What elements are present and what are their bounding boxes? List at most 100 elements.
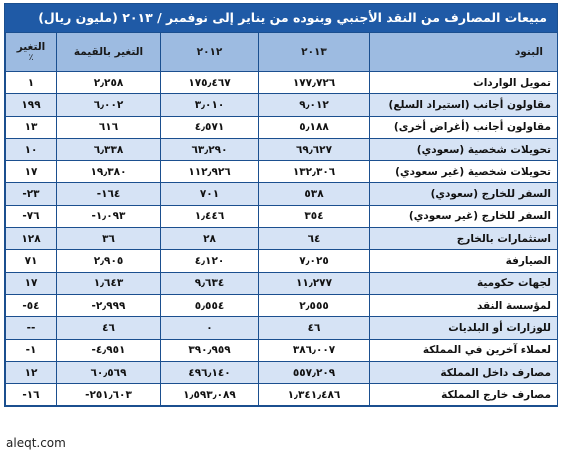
row-item-label: تحويلات شخصية (سعودي) [369,137,558,162]
table-header-row: البنود ٢٠١٣ ٢٠١٢ التغير بالقيمة التغير ٪ [5,32,558,72]
row-item-label: مصارف داخل المملكة [369,360,558,385]
table-row: مصارف داخل المملكة ٥٥٧٫٢٠٩ ٤٩٦٫١٤٠ ٦٠٫٥٦٩ ١٢ [5,360,558,385]
cell-change-pct: ١٧ [5,271,57,295]
watermark: aleqt.com [6,436,66,450]
row-item-label: لمؤسسة النقد [369,293,558,318]
cell-change-value: ٦١٦ [56,115,161,139]
cell-change-value: ٦٠٫٥٦٩ [56,360,161,385]
row-item-label: لعملاء آخرين في المملكة [369,338,558,362]
cell-2012: ٢٨ [160,227,259,251]
cell-2013: ٥٫١٨٨ [258,115,370,139]
table-body: تمويل الواردات ١٧٧٫٧٢٦ ١٧٥٫٤٦٧ ٢٫٢٥٨ ١ مقاولو… [5,70,558,407]
table-row: للوزارات أو البلديات ٤٦ ٠ ٤٦ -- [5,316,558,340]
table-row: تحويلات شخصية (غير سعودي) ١٣٢٫٣٠٦ ١١٢٫٩٢٦ ١… [5,160,558,184]
cell-change-value: ٢٫٩٠٥ [56,249,161,273]
cell-change-pct: -٢٣ [5,182,57,206]
row-item-label: السفر للخارج (غير سعودي) [369,204,558,229]
cell-change-value: -٤٫٩٥١ [56,338,161,362]
header-change-pct-label: التغير [16,41,46,53]
cell-2012: ١٫٥٩٣٫٠٨٩ [160,383,259,407]
cell-change-value: -١٦٤ [56,182,161,206]
cell-change-value: ٢٫٢٥٨ [56,70,161,95]
row-item-label: السفر للخارج (سعودي) [369,182,558,206]
table-row: مقاولون أجانب (أغراض أخرى) ٥٫١٨٨ ٤٫٥٧١ ٦١٦ ١… [5,115,558,139]
cell-2012: ٠ [160,316,259,340]
cell-change-pct: ١٢ [5,360,57,385]
cell-2013: ٢٫٥٥٥ [258,293,370,318]
row-item-label: مقاولون أجانب (استيراد السلع) [369,93,558,117]
cell-change-value: -٢٥١٫٦٠٣ [56,383,161,407]
table-row: تمويل الواردات ١٧٧٫٧٢٦ ١٧٥٫٤٦٧ ٢٫٢٥٨ ١ [5,70,558,95]
cell-2012: ٦٣٫٢٩٠ [160,137,259,162]
cell-change-value: -٢٫٩٩٩ [56,293,161,318]
row-item-label: مقاولون أجانب (أغراض أخرى) [369,115,558,139]
cell-2012: ٤٫٥٧١ [160,115,259,139]
cell-2012: ٤٩٦٫١٤٠ [160,360,259,385]
cell-change-value: ١٩٫٣٨٠ [56,160,161,184]
header-change-pct: التغير ٪ [5,32,57,72]
cell-change-value: ١٫٦٤٣ [56,271,161,295]
cell-change-pct: ٧١ [5,249,57,273]
cell-change-value: -١٫٠٩٣ [56,204,161,229]
table-row: مقاولون أجانب (استيراد السلع) ٩٫٠١٢ ٣٫٠١٠ ٦… [5,93,558,117]
cell-2013: ٧٫٠٢٥ [258,249,370,273]
table-row: تحويلات شخصية (سعودي) ٦٩٫٦٢٧ ٦٣٫٢٩٠ ٦٫٣٣٨ ١٠ [5,137,558,162]
cell-2013: ٩٫٠١٢ [258,93,370,117]
cell-2012: ١١٢٫٩٢٦ [160,160,259,184]
row-item-label: للوزارات أو البلديات [369,316,558,340]
table-row: لجهات حكومية ١١٫٢٧٧ ٩٫٦٣٤ ١٫٦٤٣ ١٧ [5,271,558,295]
header-item: البنود [369,32,558,72]
table-title: مبيعات المصارف من النقد الأجنبي وبنوده م… [5,4,557,32]
cell-2013: ١٣٢٫٣٠٦ [258,160,370,184]
cell-change-pct: -١٦ [5,383,57,407]
cell-change-pct: ١٧ [5,160,57,184]
cell-2013: ١١٫٢٧٧ [258,271,370,295]
cell-change-pct: ١ [5,70,57,95]
cell-change-pct: ١٢٨ [5,227,57,251]
cell-change-value: ٤٦ [56,316,161,340]
table-row: استثمارات بالخارج ٦٤ ٢٨ ٣٦ ١٢٨ [5,227,558,251]
header-2012: ٢٠١٢ [160,32,259,72]
cell-2013: ٥٥٧٫٢٠٩ [258,360,370,385]
cell-change-pct: -٥٤ [5,293,57,318]
row-item-label: لجهات حكومية [369,271,558,295]
cell-2013: ١٫٣٤١٫٤٨٦ [258,383,370,407]
cell-change-pct: -٧٦ [5,204,57,229]
row-item-label: مصارف خارج المملكة [369,383,558,407]
cell-2012: ٣٩٠٫٩٥٩ [160,338,259,362]
cell-2012: ١٧٥٫٤٦٧ [160,70,259,95]
cell-2012: ٧٠١ [160,182,259,206]
cell-change-value: ٦٫٠٠٢ [56,93,161,117]
cell-2013: ٣٨٦٫٠٠٧ [258,338,370,362]
cell-2012: ٩٫٦٣٤ [160,271,259,295]
cell-2012: ٣٫٠١٠ [160,93,259,117]
cell-2012: ٥٫٥٥٤ [160,293,259,318]
cell-2013: ٦٩٫٦٢٧ [258,137,370,162]
table-row: لعملاء آخرين في المملكة ٣٨٦٫٠٠٧ ٣٩٠٫٩٥٩ -٤٫… [5,338,558,362]
sales-table-card: مبيعات المصارف من النقد الأجنبي وبنوده م… [4,3,558,408]
table-row: الصيارفة ٧٫٠٢٥ ٤٫١٢٠ ٢٫٩٠٥ ٧١ [5,249,558,273]
table-row: السفر للخارج (غير سعودي) ٣٥٤ ١٫٤٤٦ -١٫٠٩٣ -٧… [5,204,558,229]
header-change-value: التغير بالقيمة [56,32,161,72]
cell-change-pct: ١٣ [5,115,57,139]
header-change-pct-unit: ٪ [28,53,34,63]
row-item-label: تحويلات شخصية (غير سعودي) [369,160,558,184]
cell-change-pct: ١٩٩ [5,93,57,117]
cell-2013: ١٧٧٫٧٢٦ [258,70,370,95]
cell-2013: ٣٥٤ [258,204,370,229]
cell-change-pct: -١ [5,338,57,362]
cell-change-value: ٦٫٣٣٨ [56,137,161,162]
header-2013: ٢٠١٣ [258,32,370,72]
cell-change-pct: ١٠ [5,137,57,162]
table-row: لمؤسسة النقد ٢٫٥٥٥ ٥٫٥٥٤ -٢٫٩٩٩ -٥٤ [5,293,558,318]
row-item-label: استثمارات بالخارج [369,227,558,251]
row-item-label: تمويل الواردات [369,70,558,95]
row-item-label: الصيارفة [369,249,558,273]
cell-2013: ٤٦ [258,316,370,340]
cell-change-value: ٣٦ [56,227,161,251]
sales-table: البنود ٢٠١٣ ٢٠١٢ التغير بالقيمة التغير ٪… [5,32,558,407]
cell-2012: ٤٫١٢٠ [160,249,259,273]
cell-2013: ٦٤ [258,227,370,251]
table-row: مصارف خارج المملكة ١٫٣٤١٫٤٨٦ ١٫٥٩٣٫٠٨٩ -٢٥١… [5,383,558,407]
table-row: السفر للخارج (سعودي) ٥٣٨ ٧٠١ -١٦٤ -٢٣ [5,182,558,206]
